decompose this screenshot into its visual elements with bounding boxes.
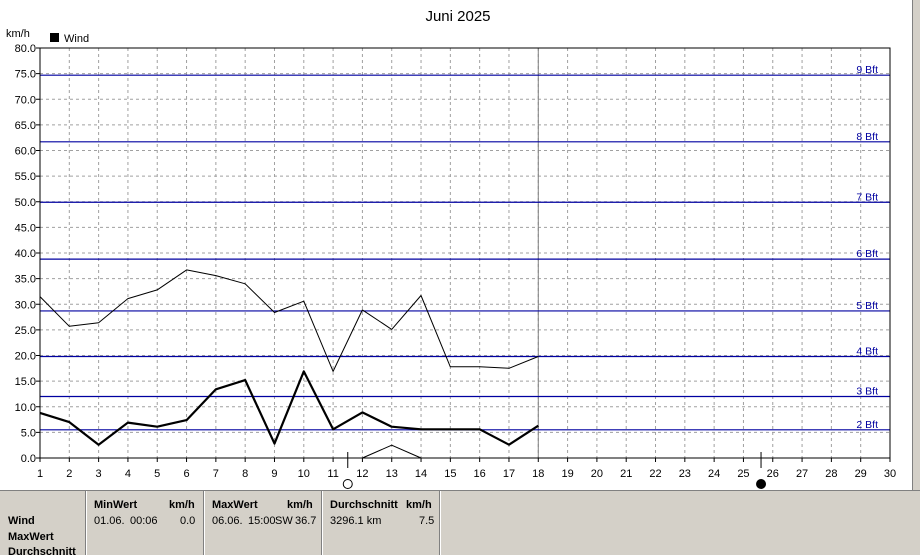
series xyxy=(39,269,539,459)
x-tick-label: 20 xyxy=(591,468,603,480)
x-tick-label: 21 xyxy=(620,468,632,480)
legend-label: Wind xyxy=(64,33,89,45)
x-tick-label: 8 xyxy=(242,468,248,480)
y-tick-label: 20.0 xyxy=(15,351,36,363)
x-tick-label: 6 xyxy=(183,468,189,480)
beaufort-label: 4 Bft xyxy=(856,346,878,358)
moon-phases xyxy=(342,452,767,489)
x-tick-label: 11 xyxy=(327,468,338,480)
y-tick-label: 0.0 xyxy=(21,453,36,465)
y-tick-label: 35.0 xyxy=(15,274,36,286)
max-header: MaxWert xyxy=(212,499,258,511)
y-tick-label: 55.0 xyxy=(15,171,36,183)
beaufort-label: 8 Bft xyxy=(856,131,878,143)
min-time: 00:06 xyxy=(130,515,158,527)
beaufort-label: 6 Bft xyxy=(856,248,878,260)
x-tick-label: 13 xyxy=(386,468,398,480)
new-moon-icon xyxy=(756,479,767,489)
beaufort-label: 3 Bft xyxy=(856,386,878,398)
series-line-max xyxy=(39,269,539,372)
x-tick-label: 16 xyxy=(474,468,486,480)
x-tick-label: 15 xyxy=(444,468,456,480)
y-tick-label: 40.0 xyxy=(15,248,36,260)
y-tick-label: 15.0 xyxy=(15,376,36,388)
min-value: 0.0 xyxy=(180,515,196,527)
x-tick-label: 17 xyxy=(503,468,515,480)
avg-unit: km/h xyxy=(406,499,432,511)
x-tick-label: 25 xyxy=(737,468,749,480)
stats-label-column: Wind MaxWert Durchschnitt xyxy=(0,491,87,558)
y-tick-label: 75.0 xyxy=(15,69,36,81)
max-value: 36.7 xyxy=(295,515,317,527)
row-label-avg: Durchschnitt xyxy=(8,546,76,558)
max-direction: SW xyxy=(275,515,293,527)
axes: 0.0 5.0 10.0 15.0 20.0 25.0 30.0 35.0 40.0 45.0 50… xyxy=(15,43,897,480)
x-tick-label: 24 xyxy=(708,468,720,480)
x-tick-label: 23 xyxy=(679,468,691,480)
y-tick-label: 70.0 xyxy=(15,94,36,106)
x-tick-label: 10 xyxy=(298,468,310,480)
max-unit: km/h xyxy=(287,499,313,511)
x-tick-label: 29 xyxy=(855,468,867,480)
series-line-avg xyxy=(39,370,539,446)
y-tick-label: 30.0 xyxy=(15,299,36,311)
avg-distance: 3296.1 km xyxy=(330,515,382,527)
y-tick-label: 50.0 xyxy=(15,197,36,209)
x-tick-label: 14 xyxy=(415,468,427,480)
y-axis-label: km/h xyxy=(6,28,30,40)
x-tick-label: 27 xyxy=(796,468,808,480)
chart-title: Juni 2025 xyxy=(425,8,490,25)
max-time: 15:00 xyxy=(248,515,276,527)
avg-header: Durchschnitt xyxy=(330,499,398,511)
y-tick-label: 10.0 xyxy=(15,402,36,414)
y-tick-label: 5.0 xyxy=(21,427,36,439)
x-tick-label: 22 xyxy=(649,468,661,480)
series-line-min xyxy=(362,444,422,459)
beaufort-label: 7 Bft xyxy=(856,191,878,203)
stats-max-column: MaxWert km/h 06.06. 15:00 SW 36.7 xyxy=(205,491,323,555)
row-label-wind: Wind xyxy=(8,515,35,527)
stats-panel: Wind MaxWert Durchschnitt MinWert km/h 0… xyxy=(0,490,920,558)
min-date: 01.06. xyxy=(94,515,125,527)
x-tick-label: 4 xyxy=(125,468,131,480)
x-tick-label: 28 xyxy=(825,468,837,480)
x-tick-label: 7 xyxy=(213,468,219,480)
x-tick-label: 1 xyxy=(37,468,43,480)
x-tick-label: 26 xyxy=(767,468,779,480)
min-header: MinWert xyxy=(94,499,138,511)
y-tick-label: 60.0 xyxy=(15,146,36,158)
max-date: 06.06. xyxy=(212,515,243,527)
scroll-edge xyxy=(912,0,920,490)
x-tick-label: 19 xyxy=(561,468,573,480)
wind-chart: Juni 2025 km/h Wind 2 Bft 3 Bft 4 Bft 5 Bft… xyxy=(6,8,897,489)
stats-avg-column: Durchschnitt km/h 3296.1 km 7.5 xyxy=(323,491,441,555)
x-tick-label: 2 xyxy=(66,468,72,480)
full-moon-icon xyxy=(342,479,353,489)
row-label-max: MaxWert xyxy=(8,531,54,543)
legend-swatch xyxy=(50,33,59,42)
x-tick-label: 3 xyxy=(96,468,102,480)
x-tick-label: 9 xyxy=(271,468,277,480)
y-tick-label: 80.0 xyxy=(15,43,36,55)
min-unit: km/h xyxy=(169,499,195,511)
beaufort-label: 9 Bft xyxy=(856,64,878,76)
y-tick-label: 45.0 xyxy=(15,222,36,234)
x-tick-label: 30 xyxy=(884,468,896,480)
x-tick-label: 5 xyxy=(154,468,160,480)
x-tick-label: 18 xyxy=(532,468,544,480)
y-tick-label: 65.0 xyxy=(15,120,36,132)
stats-min-column: MinWert km/h 01.06. 00:06 0.0 xyxy=(87,491,205,555)
y-tick-label: 25.0 xyxy=(15,325,36,337)
beaufort-label: 2 Bft xyxy=(856,419,878,431)
x-tick-label: 12 xyxy=(356,468,368,480)
avg-value: 7.5 xyxy=(419,515,435,527)
beaufort-label: 5 Bft xyxy=(856,300,878,312)
